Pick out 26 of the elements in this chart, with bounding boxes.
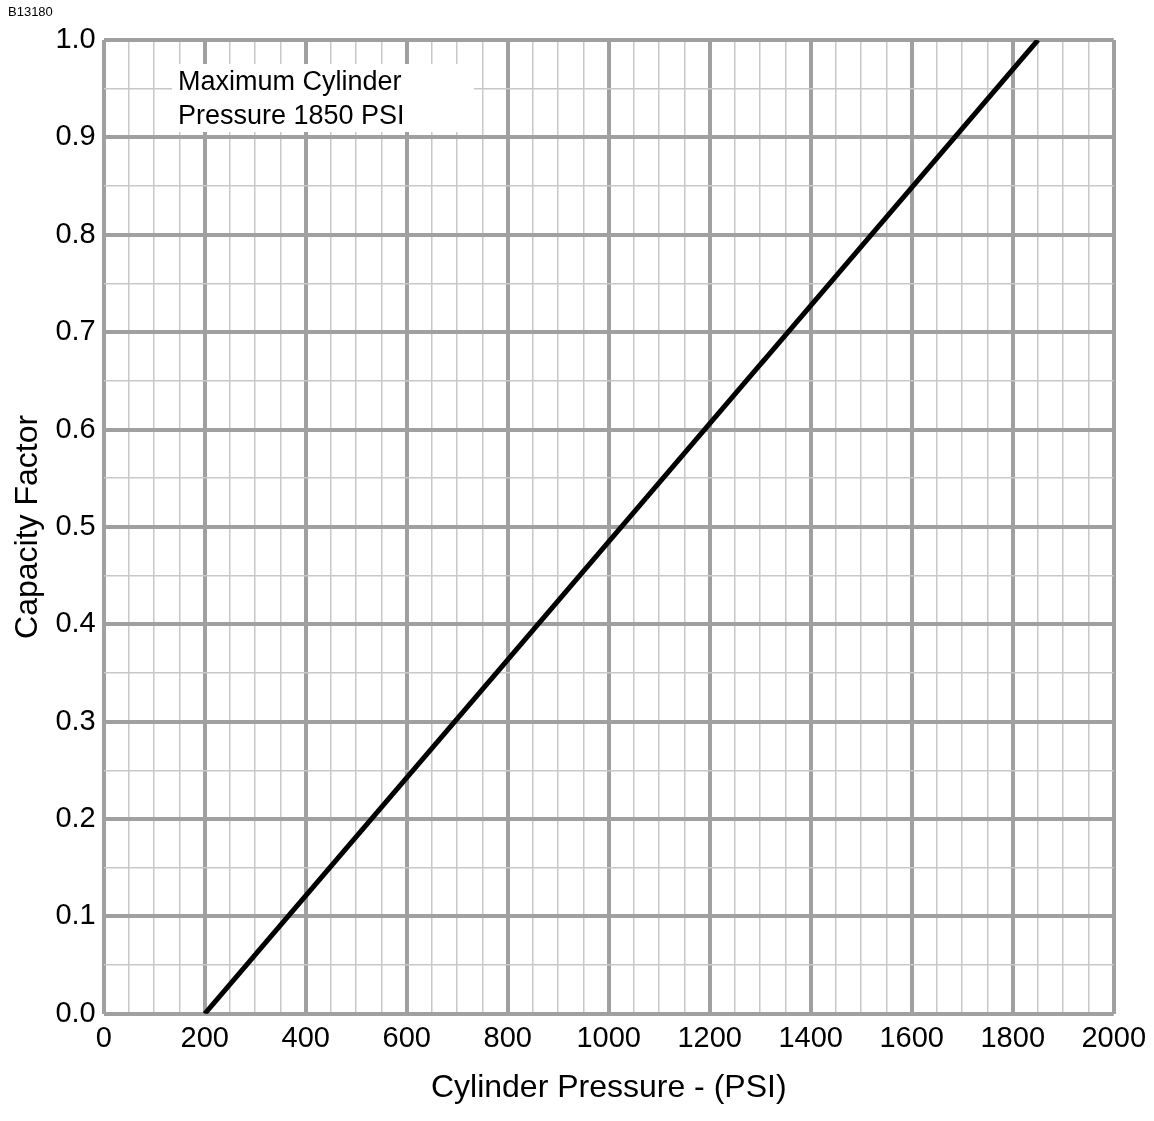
x-axis-title: Cylinder Pressure - (PSI) [430,1067,787,1104]
x-tick-label: 1400 [778,1021,843,1054]
y-tick-label: 0.4 [55,606,96,639]
y-tick-label: 0.0 [55,995,96,1028]
x-tick-label: 200 [180,1021,229,1054]
y-tick-label: 0.6 [55,411,96,444]
x-tick-label: 1600 [879,1021,944,1054]
y-tick-label: 0.9 [55,119,96,152]
y-tick-label: 0.5 [55,508,96,541]
y-tick-label: 0.8 [55,216,96,249]
y-tick-label: 0.1 [55,898,96,931]
x-tick-label: 0 [95,1021,112,1054]
y-tick-label: 0.2 [55,801,96,834]
y-axis-title: Capacity Factor [8,414,45,639]
y-tick-label: 0.3 [55,703,96,736]
text: B13180 [8,4,53,19]
x-tick-label: 1800 [980,1021,1045,1054]
annotation: Maximum Cylinder Pressure 1850 PSI [172,64,474,132]
x-tick-label: 600 [382,1021,431,1054]
x-tick-label: 1200 [677,1021,742,1054]
x-tick-label: 400 [281,1021,330,1054]
x-tick-label: 2000 [1081,1021,1146,1054]
y-tick-label: 0.7 [55,314,96,347]
x-tick-label: 800 [483,1021,532,1054]
y-tick-label: 1.0 [55,22,96,54]
x-tick-label: 1000 [576,1021,641,1054]
